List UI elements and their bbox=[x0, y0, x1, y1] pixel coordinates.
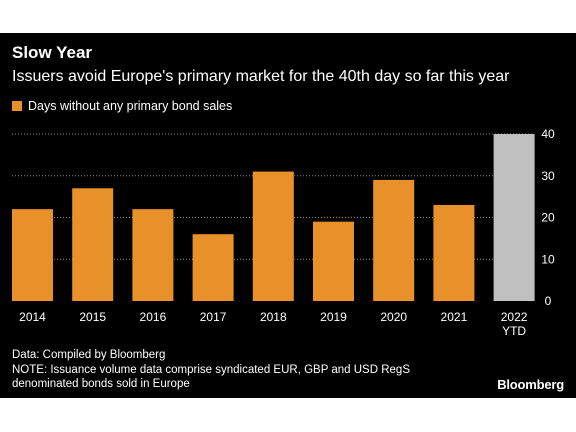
x-tick-sublabel: YTD bbox=[502, 324, 526, 338]
x-tick-label: 2022 bbox=[501, 310, 528, 324]
note-line-1: NOTE: Issuance volume data comprise synd… bbox=[12, 364, 410, 376]
note-line-2: denominated bonds sold in Europe bbox=[12, 378, 190, 390]
legend-swatch bbox=[12, 101, 22, 111]
bar-2015 bbox=[72, 188, 114, 301]
y-tick-label: 40 bbox=[541, 127, 555, 141]
x-tick-label: 2015 bbox=[79, 310, 106, 324]
bar-2014 bbox=[12, 209, 53, 301]
y-tick-label: 10 bbox=[541, 252, 555, 266]
bar-2018 bbox=[252, 171, 294, 301]
legend: Days without any primary bond sales bbox=[12, 99, 232, 113]
y-tick-label: 20 bbox=[541, 211, 555, 225]
bloomberg-logo: Bloomberg bbox=[497, 377, 564, 392]
x-tick-label: 2017 bbox=[200, 310, 227, 324]
x-tick-label: 2020 bbox=[380, 310, 407, 324]
bar-2022 bbox=[493, 134, 535, 301]
bar-2016 bbox=[132, 209, 174, 301]
source-note: Data: Compiled by Bloomberg bbox=[12, 349, 166, 361]
chart-panel: Slow Year Issuers avoid Europe's primary… bbox=[0, 33, 576, 398]
chart-title: Slow Year bbox=[12, 43, 93, 62]
bar-chart: 0 10 20 30 40 2014 2015 2016 2017 2018 2019 2020 202… bbox=[12, 127, 555, 338]
legend-label: Days without any primary bond sales bbox=[28, 99, 233, 113]
x-tick-label: 2019 bbox=[320, 310, 347, 324]
x-tick-label: 2018 bbox=[260, 310, 287, 324]
bar-2019 bbox=[313, 221, 354, 301]
y-tick-label: 0 bbox=[545, 294, 552, 308]
x-tick-label: 2021 bbox=[441, 310, 468, 324]
bar-2021 bbox=[433, 204, 475, 301]
bar-2017 bbox=[192, 234, 234, 301]
y-tick-label: 30 bbox=[541, 169, 555, 183]
x-tick-label: 2014 bbox=[19, 310, 46, 324]
bar-2020 bbox=[373, 179, 415, 301]
chart-subtitle: Issuers avoid Europe's primary market fo… bbox=[12, 68, 510, 85]
x-tick-label: 2016 bbox=[140, 310, 167, 324]
